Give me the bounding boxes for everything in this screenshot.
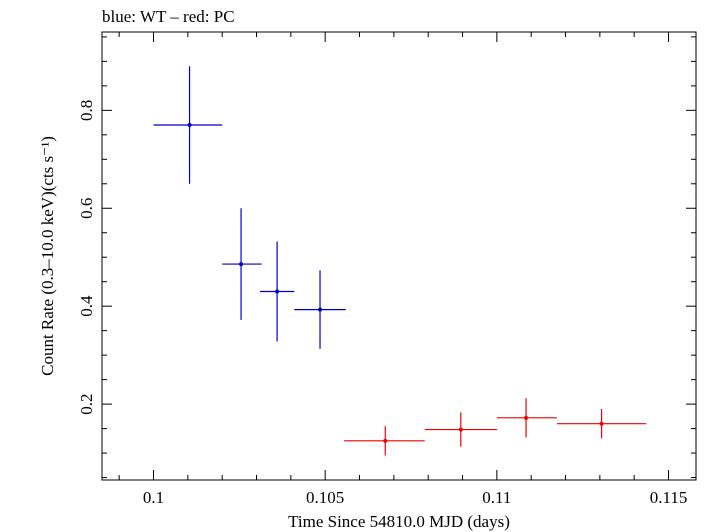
y-axis-label: Count Rate (0.3–10.0 keV)(cts s⁻¹): [38, 136, 57, 376]
x-tick-label: 0.1: [143, 488, 164, 507]
y-tick-label: 0.4: [77, 295, 96, 317]
x-tick-labels: 0.1 0.105 0.11 0.115: [143, 488, 687, 507]
data-series: [153, 66, 647, 456]
data-point: [275, 289, 280, 294]
plot-frame: [101, 31, 697, 481]
axis-ticks: [102, 32, 696, 480]
series-1: [344, 398, 647, 456]
y-tick-label: 0.2: [77, 393, 96, 414]
series-0: [153, 66, 346, 349]
x-tick-label: 0.11: [482, 488, 511, 507]
x-axis-label: Time Since 54810.0 MJD (days): [288, 512, 510, 531]
x-tick-label: 0.105: [306, 488, 344, 507]
chart-title: blue: WT – red: PC: [102, 7, 235, 26]
data-point: [599, 421, 604, 426]
y-tick-label: 0.6: [77, 198, 96, 219]
data-point: [239, 262, 244, 267]
data-point: [318, 307, 323, 312]
y-tick-label: 0.8: [77, 100, 96, 121]
data-point: [187, 123, 192, 128]
x-tick-label: 0.115: [650, 488, 688, 507]
data-point: [458, 427, 463, 432]
y-tick-labels: 0.2 0.4 0.6 0.8: [77, 100, 96, 415]
data-point: [383, 438, 388, 443]
data-point: [524, 415, 529, 420]
